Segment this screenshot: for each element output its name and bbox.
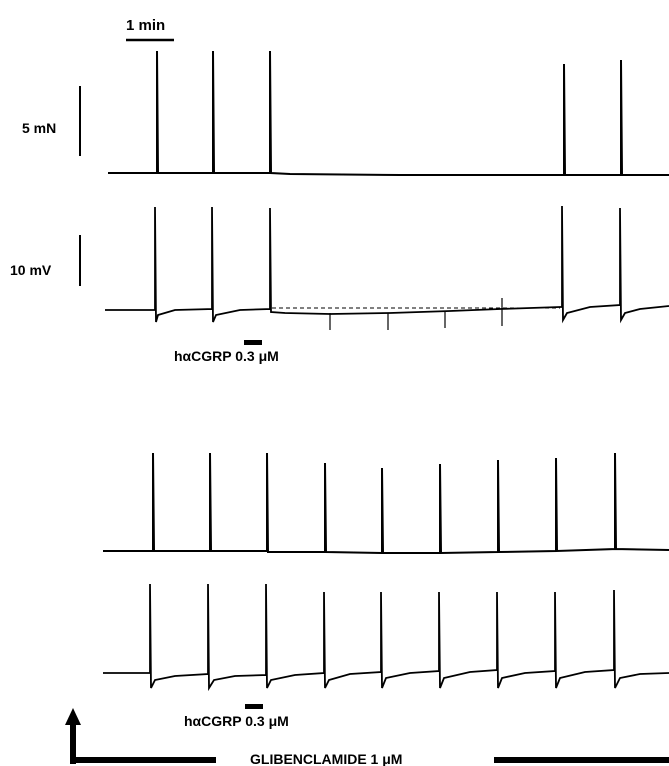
timescale-label: 1 min bbox=[126, 17, 165, 34]
drug-label-b: hαCGRP 0.3 μM bbox=[184, 713, 289, 729]
force-scale-label: 5 mN bbox=[22, 120, 56, 136]
panel-a-voltage-trace bbox=[105, 205, 669, 330]
glibenclamide-label: GLIBENCLAMIDE 1 μM bbox=[250, 751, 402, 766]
glibenclamide-bar-left bbox=[70, 757, 216, 763]
drug-application-bar-a bbox=[244, 340, 262, 345]
glibenclamide-arrow bbox=[65, 708, 81, 764]
hyperpolarizing-pulses bbox=[329, 298, 503, 330]
panel-b-force-trace bbox=[103, 452, 669, 555]
voltage-scale-label: 10 mV bbox=[10, 262, 52, 278]
panel-b-voltage-trace bbox=[103, 583, 669, 692]
drug-label-a: hαCGRP 0.3 μM bbox=[174, 348, 279, 364]
glibenclamide-bar-right bbox=[494, 757, 669, 763]
panel-a-force-trace bbox=[108, 50, 669, 176]
drug-application-bar-b bbox=[245, 704, 263, 709]
